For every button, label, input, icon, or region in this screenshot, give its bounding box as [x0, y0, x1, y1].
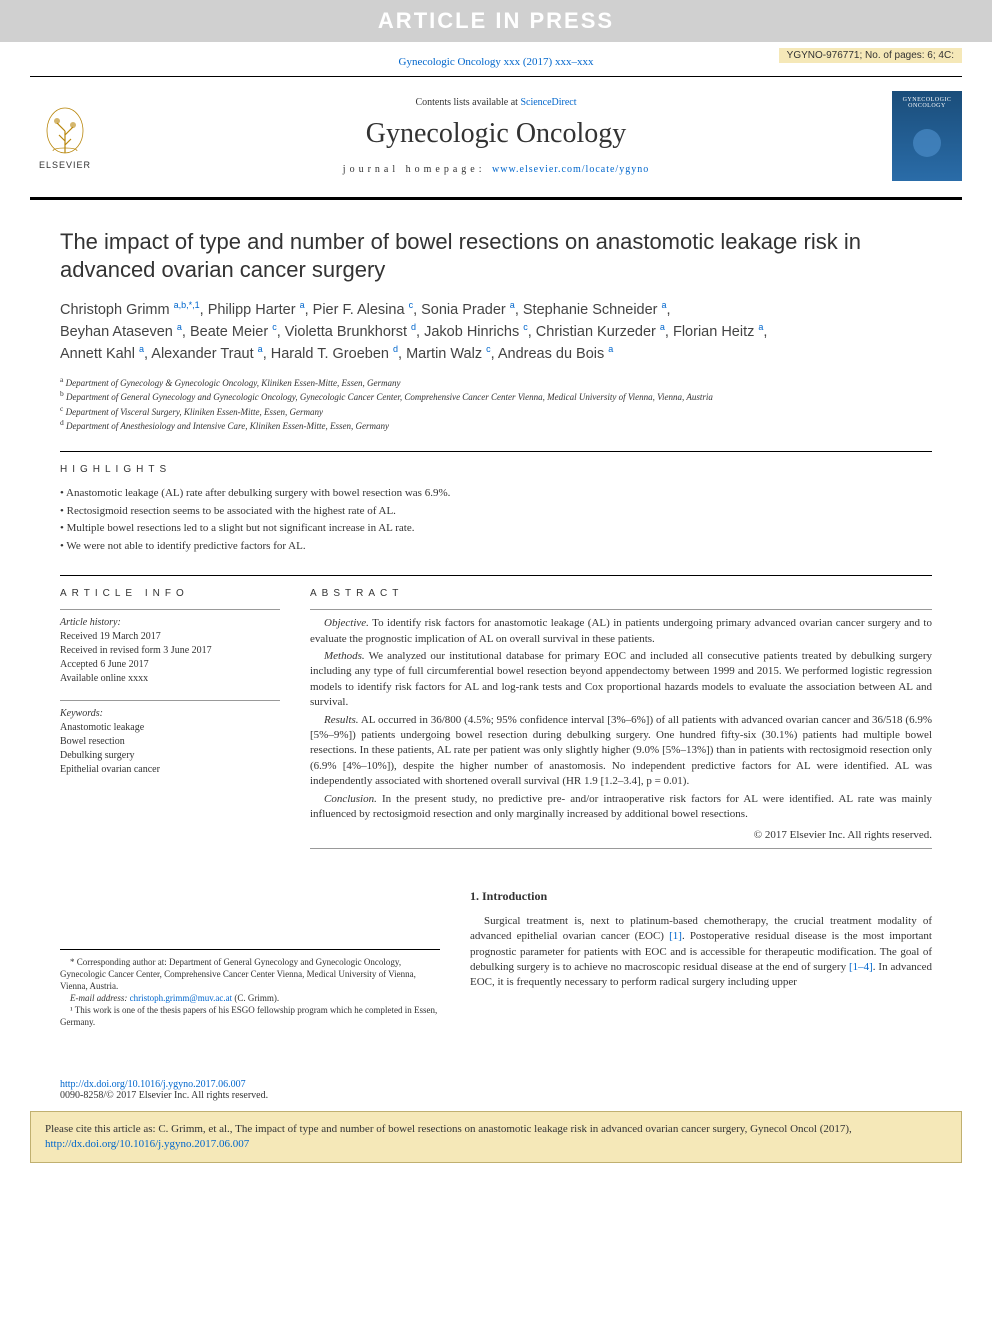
highlight-item: Multiple bowel resections led to a sligh… [60, 520, 932, 538]
homepage-line: journal homepage: www.elsevier.com/locat… [100, 164, 892, 175]
article-history: Article history: Received 19 March 2017 … [60, 616, 280, 686]
highlights-heading: HIGHLIGHTS [60, 464, 932, 475]
history-label: Article history: [60, 616, 280, 630]
doi-link[interactable]: http://dx.doi.org/10.1016/j.ygyno.2017.0… [60, 1079, 246, 1090]
intro-text: Surgical treatment is, next to platinum-… [470, 914, 932, 991]
online-date: Available online xxxx [60, 672, 280, 686]
divider [60, 575, 932, 576]
contents-prefix: Contents lists available at [415, 97, 520, 108]
article-in-press-banner: ARTICLE IN PRESS [0, 0, 992, 42]
keyword: Anastomotic leakage [60, 721, 280, 735]
info-divider [60, 609, 280, 610]
email-label: E-mail address: [70, 993, 130, 1003]
affiliations: a Department of Gynecology & Gynecologic… [60, 375, 932, 433]
intro-heading: 1. Introduction [470, 889, 932, 904]
article-info-column: ARTICLE INFO Article history: Received 1… [60, 588, 280, 854]
corresponding-author-note: * Corresponding author at: Department of… [60, 956, 440, 992]
authors-line-2: Beyhan Ataseven a, Beate Meier c, Violet… [60, 321, 932, 343]
elsevier-tree-icon [35, 103, 95, 158]
results-text: AL occurred in 36/800 (4.5%; 95% confide… [310, 714, 932, 788]
banner-text: ARTICLE IN PRESS [378, 8, 614, 34]
divider [60, 451, 932, 452]
journal-header: ELSEVIER Contents lists available at Sci… [30, 76, 962, 200]
highlight-item: Rectosigmoid resection seems to be assoc… [60, 503, 932, 521]
authors-line-1: Christoph Grimm a,b,*,1, Philipp Harter … [60, 299, 932, 321]
keyword: Debulking surgery [60, 749, 280, 763]
abstract-heading: ABSTRACT [310, 588, 932, 599]
cite-doi-link[interactable]: http://dx.doi.org/10.1016/j.ygyno.2017.0… [45, 1138, 249, 1150]
abstract-copyright: © 2017 Elsevier Inc. All rights reserved… [310, 828, 932, 843]
conclusion-text: In the present study, no predictive pre-… [310, 793, 932, 820]
journal-cover-thumbnail: GYNECOLOGIC ONCOLOGY [892, 91, 962, 181]
revised-date: Received in revised form 3 June 2017 [60, 644, 280, 658]
article-title: The impact of type and number of bowel r… [60, 228, 932, 283]
journal-name: Gynecologic Oncology [100, 118, 892, 150]
methods-label: Methods. [324, 650, 365, 662]
objective-label: Objective. [324, 617, 369, 629]
info-divider [60, 700, 280, 701]
cite-text: Please cite this article as: C. Grimm, e… [45, 1123, 852, 1135]
homepage-link[interactable]: www.elsevier.com/locate/ygyno [492, 164, 649, 175]
objective-text: To identify risk factors for anastomotic… [310, 617, 932, 644]
abstract-text: Objective. To identify risk factors for … [310, 616, 932, 843]
email-suffix: (C. Grimm). [232, 993, 279, 1003]
highlights-list: Anastomotic leakage (AL) rate after debu… [60, 485, 932, 555]
introduction-section: 1. Introduction Surgical treatment is, n… [470, 889, 932, 1029]
keywords-label: Keywords: [60, 707, 280, 721]
sciencedirect-link[interactable]: ScienceDirect [520, 97, 576, 108]
highlight-item: We were not able to identify predictive … [60, 538, 932, 556]
keyword: Epithelial ovarian cancer [60, 763, 280, 777]
keyword: Bowel resection [60, 735, 280, 749]
affiliation: c Department of Visceral Surgery, Klinik… [60, 404, 932, 419]
conclusion-label: Conclusion. [324, 793, 377, 805]
keywords-block: Keywords: Anastomotic leakageBowel resec… [60, 707, 280, 777]
bottom-metadata: http://dx.doi.org/10.1016/j.ygyno.2017.0… [0, 1079, 992, 1101]
abstract-end-divider [310, 848, 932, 849]
citation-link[interactable]: [1–4] [849, 961, 873, 973]
homepage-prefix: journal homepage: [343, 164, 492, 175]
abstract-column: ABSTRACT Objective. To identify risk fac… [310, 588, 932, 854]
received-date: Received 19 March 2017 [60, 630, 280, 644]
affiliation: a Department of Gynecology & Gynecologic… [60, 375, 932, 390]
methods-text: We analyzed our institutional database f… [310, 650, 932, 708]
issn-copyright: 0090-8258/© 2017 Elsevier Inc. All right… [60, 1090, 268, 1101]
affiliation: b Department of General Gynecology and G… [60, 389, 932, 404]
authors-block: Christoph Grimm a,b,*,1, Philipp Harter … [60, 299, 932, 365]
footnotes: * Corresponding author at: Department of… [60, 949, 440, 1029]
cover-title: GYNECOLOGIC ONCOLOGY [896, 97, 958, 109]
citation-link[interactable]: [1] [669, 930, 682, 942]
thesis-note: ¹ This work is one of the thesis papers … [60, 1004, 440, 1028]
highlight-item: Anastomotic leakage (AL) rate after debu… [60, 485, 932, 503]
citation-box: Please cite this article as: C. Grimm, e… [30, 1111, 962, 1164]
affiliation: d Department of Anesthesiology and Inten… [60, 418, 932, 433]
abstract-divider [310, 609, 932, 610]
header-center: Contents lists available at ScienceDirec… [100, 97, 892, 175]
article-info-heading: ARTICLE INFO [60, 588, 280, 599]
results-label: Results. [324, 714, 359, 726]
journal-ref-link[interactable]: Gynecologic Oncology xxx (2017) xxx–xxx [399, 56, 594, 68]
cover-art-icon [907, 123, 947, 163]
authors-line-3: Annett Kahl a, Alexander Traut a, Harald… [60, 343, 932, 365]
elsevier-logo: ELSEVIER [30, 96, 100, 176]
accepted-date: Accepted 6 June 2017 [60, 658, 280, 672]
contents-line: Contents lists available at ScienceDirec… [100, 97, 892, 108]
publisher-name: ELSEVIER [39, 160, 91, 170]
corner-tag: YGYNO-976771; No. of pages: 6; 4C: [779, 48, 962, 63]
email-link[interactable]: christoph.grimm@muv.ac.at [130, 993, 232, 1003]
